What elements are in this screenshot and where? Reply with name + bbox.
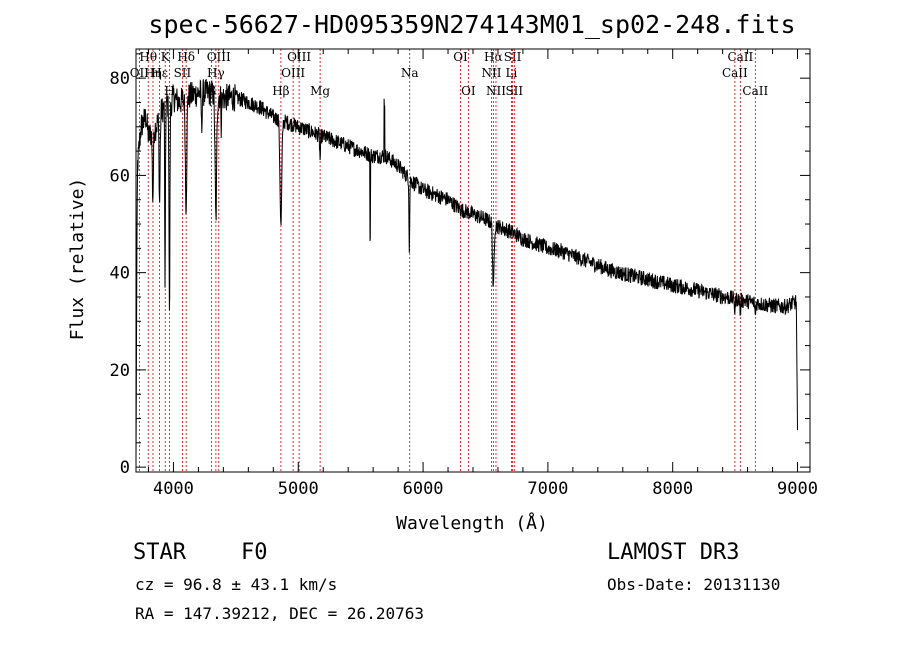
plot-frame — [135, 48, 811, 473]
spectral-line-label: SII — [505, 84, 523, 98]
y-axis-label: Flux (relative) — [67, 178, 88, 341]
x-tick-label: 4000 — [153, 479, 194, 499]
y-tick-label: 0 — [120, 458, 130, 478]
spectral-line-label: CaII — [727, 50, 753, 64]
spectral-line-label: OIII — [281, 66, 305, 80]
x-axis-label: Wavelength (Å) — [396, 512, 548, 534]
spectral-line-label: OI — [461, 84, 476, 98]
spectral-line-label: Mg — [310, 84, 330, 98]
spectral-line-label: Hδ — [177, 50, 195, 64]
spectral-line-label: NII — [481, 66, 501, 80]
spectral-line-label: CaII — [722, 66, 748, 80]
spectrum-series-line — [135, 78, 798, 458]
spectral-line-label: OIII — [287, 50, 311, 64]
x-tick-label: 8000 — [652, 479, 693, 499]
x-tick-label: 9000 — [777, 479, 818, 499]
object-class: STAR — [133, 540, 186, 565]
x-tick-label: 5000 — [278, 479, 319, 499]
spectral-line-label: Hε — [151, 66, 168, 80]
obs-date: Obs-Date: 20131130 — [607, 575, 781, 594]
spectral-line-label: SII — [174, 66, 192, 80]
spectral-line-label: Hη — [144, 66, 162, 80]
spectral-line-label: Hβ — [272, 84, 289, 98]
spectral-line-label: OIII — [207, 50, 231, 64]
y-tick-label: 60 — [110, 166, 130, 186]
object-subclass: F0 — [241, 540, 268, 565]
spectral-line-label: Na — [401, 66, 419, 80]
chart-title: spec-56627-HD095359N274143M01_sp02-248.f… — [148, 10, 795, 39]
spectral-line-label: SII — [504, 50, 522, 64]
axis-ticks: 4000 5000 6000 7000 8000 9000 0 20 40 60 80 — [110, 49, 818, 499]
y-tick-label: 20 — [110, 361, 130, 381]
spectral-line-label: NII — [486, 84, 506, 98]
spectral-line-label: K — [161, 50, 171, 64]
x-tick-label: 6000 — [403, 479, 444, 499]
spectral-line-label: CaII — [742, 84, 768, 98]
spectral-line-label: H — [164, 84, 174, 98]
x-tick-label: 7000 — [527, 479, 568, 499]
spectral-line-label: Li — [506, 66, 518, 80]
redshift-text: cz = 96.8 ± 43.1 km/s — [135, 575, 338, 594]
coordinates-text: RA = 147.39212, DEC = 26.20763 — [135, 604, 424, 623]
y-tick-label: 80 — [110, 69, 130, 89]
y-tick-label: 40 — [110, 264, 130, 284]
spectral-line-label: OI — [453, 50, 468, 64]
spectral-line-label: Hγ — [207, 66, 225, 80]
spectral-line-label: OII — [130, 66, 150, 80]
survey-name: LAMOST DR3 — [607, 540, 740, 565]
spectral-line-label: Hα — [484, 50, 503, 64]
